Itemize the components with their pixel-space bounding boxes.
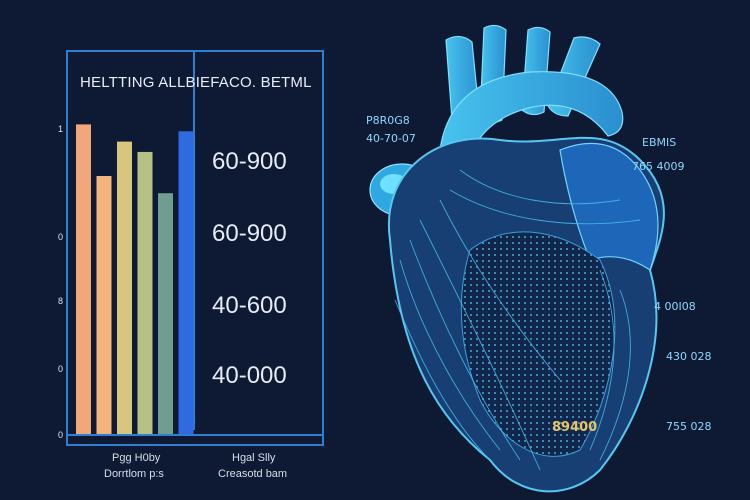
bar: [158, 193, 173, 434]
range-label: 40-600: [212, 292, 287, 319]
annotation-label: 765 4009: [632, 160, 685, 173]
bar: [117, 141, 132, 434]
caption-right-1: Hgal Slly: [232, 452, 276, 464]
range-label: 40-000: [212, 362, 287, 389]
range-label: 60-900: [212, 148, 287, 175]
y-tick-label: 8: [58, 296, 64, 306]
y-tick-label: 0: [58, 232, 64, 242]
annotation-label: 40-70-07: [366, 132, 416, 145]
caption-left-1: Pgg H0by: [112, 452, 161, 464]
range-label: 60-900: [212, 220, 287, 247]
y-tick-label: 0: [58, 430, 64, 440]
contour-lines: [394, 169, 641, 471]
bar: [137, 151, 153, 435]
chart-baseline: [66, 434, 324, 436]
y-tick-label: 0: [58, 364, 64, 374]
caption-right-2: Creasotd bam: [218, 468, 288, 480]
myocardium-mesh: [460, 231, 616, 457]
y-tick-label: 1: [58, 124, 64, 134]
annotation-label: 89400: [552, 420, 598, 435]
bar: [76, 124, 91, 435]
panel-divider: [193, 50, 195, 430]
annotation-label: 430 028: [666, 350, 712, 363]
caption-left-2: Dorrtlom p:s: [104, 468, 164, 480]
bar: [178, 131, 194, 434]
chart-panel: [66, 50, 324, 446]
annotation-label: P8R0G8: [366, 114, 410, 127]
annotation-label: 4 00I08: [654, 300, 696, 313]
annotation-label: 755 028: [666, 420, 712, 433]
annotation-label: EBMIS: [642, 136, 677, 149]
aorta-vessels: [439, 24, 624, 165]
chart-title: HELTTING ALLBIEFACO. BETML: [80, 74, 312, 91]
bar: [96, 176, 112, 434]
